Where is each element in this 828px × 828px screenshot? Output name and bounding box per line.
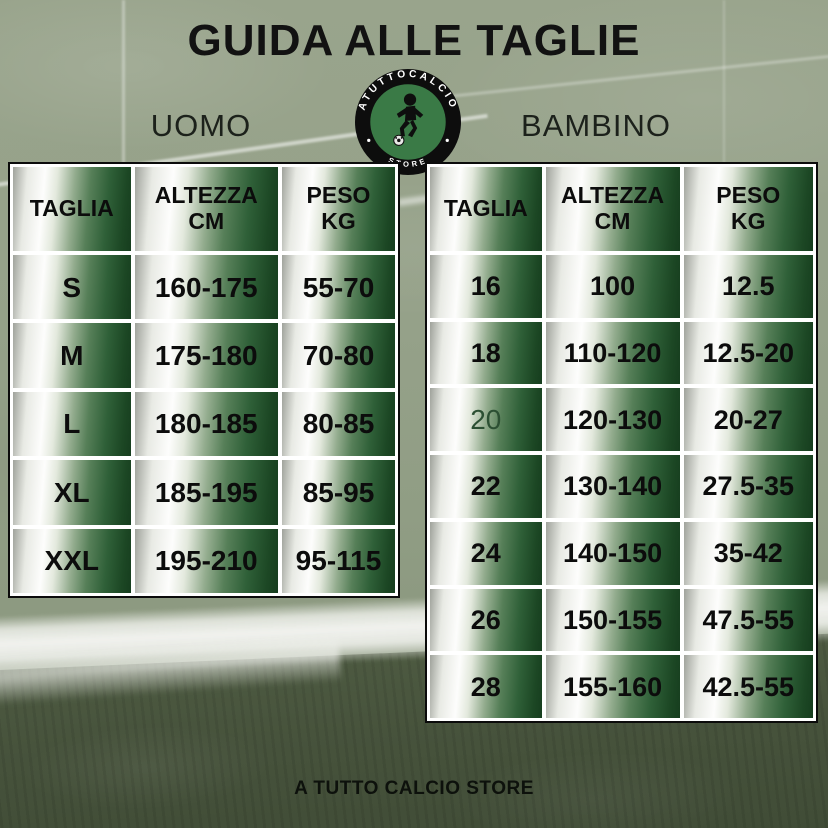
bambino-cell-size: 20 <box>430 388 542 452</box>
uomo-cell-height: 175-180 <box>134 323 278 388</box>
uomo-header-peso: PESO KG <box>282 167 395 251</box>
header-line: KG <box>731 208 766 234</box>
header-line: CM <box>188 208 225 234</box>
header-line: TAGLIA <box>29 195 114 222</box>
bambino-size-table: TAGLIA ALTEZZA CM PESO KG 16 100 12.5 18… <box>425 162 818 723</box>
uomo-cell-weight: 70-80 <box>282 323 395 388</box>
bambino-cell-height: 130-140 <box>545 455 680 518</box>
header-line: PESO <box>716 182 781 209</box>
bambino-cell-weight: 47.5-55 <box>683 588 813 652</box>
section-label-bambino: BAMBINO <box>521 108 671 143</box>
uomo-cell-weight: 85-95 <box>282 460 395 525</box>
header-line: ALTEZZA <box>561 182 665 209</box>
bambino-cell-height: 110-120 <box>545 321 680 385</box>
uomo-header-altezza: ALTEZZA CM <box>134 167 278 251</box>
uomo-cell-weight: 95-115 <box>282 528 395 593</box>
store-name-footer: A TUTTO CALCIO STORE <box>294 778 534 799</box>
uomo-cell-weight: 80-85 <box>282 391 395 457</box>
bambino-cell-height: 155-160 <box>545 655 680 718</box>
header-line: KG <box>321 208 356 234</box>
bambino-cell-size: 18 <box>430 321 542 385</box>
uomo-cell-height: 195-210 <box>134 528 278 593</box>
bambino-cell-weight: 42.5-55 <box>683 655 813 718</box>
bambino-cell-size: 22 <box>430 455 542 518</box>
bambino-cell-height: 100 <box>545 255 680 318</box>
logo-dot-left <box>367 138 371 142</box>
uomo-cell-size: S <box>13 255 131 320</box>
bambino-cell-height: 120-130 <box>545 388 680 452</box>
bambino-cell-weight: 35-42 <box>683 521 813 585</box>
header-line: ALTEZZA <box>154 182 258 209</box>
soccer-ball-icon <box>393 134 405 146</box>
uomo-size-table: TAGLIA ALTEZZA CM PESO KG S 160-175 55-7… <box>8 162 400 598</box>
uomo-cell-size: M <box>13 323 131 388</box>
bambino-cell-weight: 12.5-20 <box>683 321 813 385</box>
uomo-cell-height: 185-195 <box>134 460 278 525</box>
uomo-cell-weight: 55-70 <box>282 255 395 320</box>
uomo-cell-height: 160-175 <box>134 255 278 320</box>
bambino-cell-size: 26 <box>430 588 542 652</box>
bambino-cell-height: 140-150 <box>545 521 680 585</box>
bambino-cell-weight: 27.5-35 <box>683 455 813 518</box>
uomo-cell-height: 180-185 <box>134 391 278 457</box>
section-label-uomo: UOMO <box>150 108 252 143</box>
bambino-header-taglia: TAGLIA <box>430 167 542 251</box>
bambino-header-altezza: ALTEZZA CM <box>545 167 680 251</box>
store-logo: ATUTTOCALCIO STORE <box>355 69 461 175</box>
bambino-cell-size: 16 <box>430 255 542 318</box>
page-title: GUIDA ALLE TAGLIE <box>187 16 641 65</box>
bambino-cell-weight: 20-27 <box>683 388 813 452</box>
uomo-cell-size: XL <box>13 460 131 525</box>
uomo-cell-size: L <box>13 391 131 457</box>
bambino-cell-size: 24 <box>430 521 542 585</box>
header-line: TAGLIA <box>443 195 528 222</box>
logo-dot-right <box>445 138 449 142</box>
header-line: CM <box>594 208 631 234</box>
header-line: PESO <box>306 182 371 209</box>
bambino-cell-height: 150-155 <box>545 588 680 652</box>
bambino-header-peso: PESO KG <box>683 167 813 251</box>
bambino-cell-size: 28 <box>430 655 542 718</box>
uomo-cell-size: XXL <box>13 528 131 593</box>
uomo-header-taglia: TAGLIA <box>13 167 131 251</box>
bambino-cell-weight: 12.5 <box>683 255 813 318</box>
